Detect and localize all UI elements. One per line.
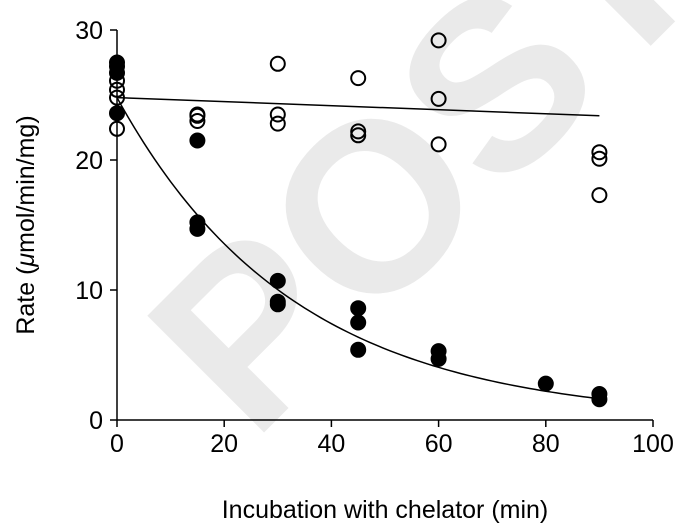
- data-point: [430, 136, 447, 153]
- y-axis-title-prefix: Rate (: [12, 266, 40, 335]
- y-tick-label: 30: [75, 17, 103, 45]
- x-tick-label: 20: [210, 430, 238, 458]
- x-tick-label: 40: [317, 430, 345, 458]
- fit-line: [116, 96, 600, 117]
- data-point: [189, 214, 206, 231]
- data-point: [591, 150, 608, 167]
- x-tick-label: 60: [425, 430, 453, 458]
- data-point: [189, 113, 206, 129]
- data-point: [350, 300, 367, 317]
- data-point: [350, 341, 367, 358]
- data-point: [430, 90, 447, 107]
- y-tick-label: 20: [75, 147, 103, 175]
- y-ticks: 0 10 20 30: [75, 17, 117, 435]
- y-tick-label: 0: [89, 407, 103, 435]
- x-ticks: 0 20 40 60 80 100: [110, 420, 674, 458]
- data-point: [591, 187, 608, 204]
- data-point: [430, 343, 447, 360]
- series-open-circles: [109, 32, 608, 204]
- data-point: [430, 32, 447, 49]
- data-point: [591, 386, 608, 402]
- x-tick-label: 100: [632, 430, 674, 458]
- data-point: [350, 127, 367, 144]
- y-axis-title-mu: μ: [12, 253, 40, 268]
- data-point: [269, 272, 286, 289]
- x-tick-label: 80: [532, 430, 560, 458]
- y-axis-title-suffix: mol/min/mg): [12, 115, 40, 253]
- data-point: [537, 375, 554, 392]
- y-axis-title: Rate (μmol/min/mg): [12, 115, 40, 334]
- data-point: [269, 115, 286, 132]
- data-point: [350, 123, 367, 140]
- x-tick-label: 0: [110, 430, 124, 458]
- data-point: [269, 293, 286, 310]
- data-point: [269, 106, 286, 123]
- data-point: [269, 55, 286, 72]
- watermark: POSTPR: [99, 0, 683, 480]
- data-point: [350, 70, 367, 87]
- data-point: [350, 314, 367, 331]
- data-point: [189, 132, 206, 149]
- data-point: [189, 106, 206, 123]
- x-axis-title: Incubation with chelator (min): [222, 496, 549, 524]
- y-tick-label: 10: [75, 277, 103, 305]
- data-point: [591, 144, 608, 161]
